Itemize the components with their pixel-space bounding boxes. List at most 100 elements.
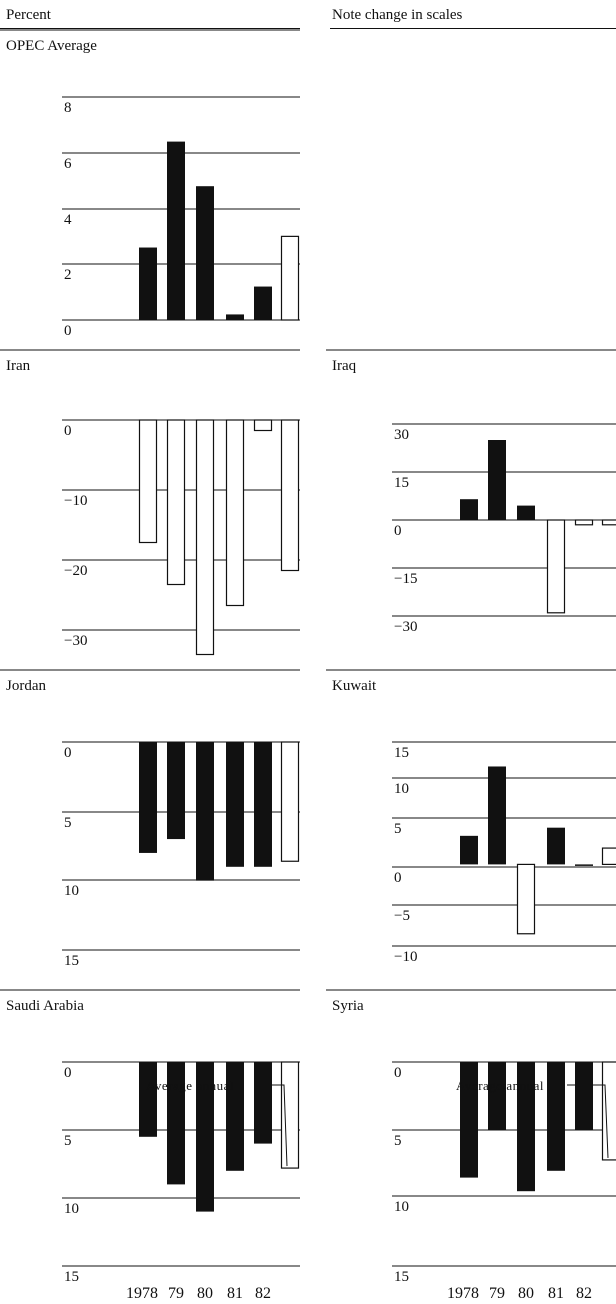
- y-tick-label-opec-average-1: 2: [64, 267, 72, 283]
- bar-iraq-80: [517, 505, 535, 520]
- x-tick-label-syria-2: 80: [518, 1285, 534, 1302]
- header-scale-note: Note change in scales: [332, 7, 463, 23]
- bar-kuwait-average-annual: [601, 847, 616, 866]
- bar-iraq-82: [574, 519, 594, 526]
- bar-iran-82: [253, 419, 273, 432]
- x-tick-label-syria-4: 82: [576, 1285, 592, 1302]
- x-tick-label-saudi-arabia-4: 82: [255, 1285, 271, 1302]
- y-tick-label-jordan-3: 15: [64, 953, 79, 969]
- y-tick-label-saudi-arabia-3: 15: [64, 1269, 79, 1285]
- y-tick-label-syria-1: 5: [394, 1133, 402, 1149]
- panel-title-opec-average: OPEC Average: [6, 38, 97, 54]
- y-tick-label-kuwait-3: 0: [394, 870, 402, 886]
- y-tick-label-saudi-arabia-2: 10: [64, 1201, 79, 1217]
- bar-kuwait-82: [575, 864, 593, 866]
- y-tick-label-jordan-0: 0: [64, 745, 72, 761]
- bar-saudi-arabia-82: [254, 1062, 272, 1144]
- average-annual-label-saudi-arabia: Average annual: [146, 1078, 234, 1093]
- bar-jordan-1978: [139, 742, 157, 853]
- bar-iraq-1978: [460, 499, 478, 520]
- y-tick-label-iran-0: 0: [64, 423, 72, 439]
- bar-iran-80: [195, 419, 215, 656]
- y-tick-label-kuwait-0: 15: [394, 745, 409, 761]
- y-tick-label-opec-average-2: 4: [64, 212, 72, 228]
- y-tick-label-kuwait-4: −5: [394, 908, 410, 924]
- bar-opec-average-82: [254, 286, 272, 320]
- bar-saudi-arabia-81: [226, 1062, 244, 1171]
- y-tick-label-saudi-arabia-1: 5: [64, 1133, 72, 1149]
- y-tick-label-iraq-3: −15: [394, 571, 417, 587]
- y-tick-label-jordan-2: 10: [64, 883, 79, 899]
- y-tick-label-syria-2: 10: [394, 1199, 409, 1215]
- y-tick-label-iran-1: −10: [64, 493, 87, 509]
- bar-jordan-81: [226, 742, 244, 867]
- bar-kuwait-80: [516, 863, 536, 935]
- x-tick-label-syria-1: 79: [489, 1285, 505, 1302]
- header-rule-left: [0, 28, 300, 29]
- panel-title-jordan: Jordan: [6, 678, 46, 694]
- panel-title-syria: Syria: [332, 998, 364, 1014]
- bar-iran-average-annual: [280, 419, 300, 572]
- x-tick-label-saudi-arabia-3: 81: [227, 1285, 243, 1302]
- x-tick-label-saudi-arabia-0: 1978: [126, 1285, 158, 1302]
- panel-title-saudi-arabia: Saudi Arabia: [6, 998, 84, 1014]
- y-tick-label-iraq-4: −30: [394, 619, 417, 635]
- bar-syria-80: [517, 1062, 535, 1192]
- y-tick-label-iraq-1: 15: [394, 475, 409, 491]
- average-annual-leader-saudi-arabia: [257, 1084, 288, 1167]
- y-tick-label-opec-average-3: 6: [64, 156, 72, 172]
- y-tick-label-iraq-2: 0: [394, 523, 402, 539]
- bar-jordan-80: [196, 742, 214, 881]
- bar-saudi-arabia-80: [196, 1062, 214, 1212]
- x-tick-label-syria-0: 1978: [447, 1285, 479, 1302]
- bar-opec-average-80: [196, 186, 214, 320]
- bar-opec-average-1978: [139, 247, 157, 320]
- bar-iran-1978: [138, 419, 158, 544]
- bar-syria-82: [575, 1062, 593, 1130]
- bar-syria-79: [488, 1062, 506, 1130]
- y-tick-label-opec-average-0: 0: [64, 323, 72, 339]
- y-tick-label-syria-3: 15: [394, 1269, 409, 1285]
- bar-saudi-arabia-average-annual: [280, 1061, 300, 1169]
- y-tick-label-jordan-1: 5: [64, 815, 72, 831]
- average-annual-label-syria: Average annual: [456, 1078, 544, 1093]
- bar-saudi-arabia-79: [167, 1062, 185, 1185]
- y-tick-label-iran-3: −30: [64, 633, 87, 649]
- bar-iran-79: [166, 419, 186, 586]
- bar-opec-average-average-annual: [280, 235, 300, 321]
- panel-title-kuwait: Kuwait: [332, 678, 377, 694]
- bar-opec-average-81: [226, 314, 244, 320]
- panel-title-iraq: Iraq: [332, 358, 357, 374]
- bar-syria-average-annual: [601, 1061, 616, 1161]
- bar-iraq-average-annual: [601, 519, 616, 526]
- bar-iraq-79: [488, 440, 506, 520]
- bar-syria-81: [547, 1062, 565, 1171]
- header-percent-label: Percent: [6, 7, 51, 23]
- header-rule-right: [330, 28, 616, 29]
- y-tick-label-kuwait-2: 5: [394, 821, 402, 837]
- y-tick-label-iran-2: −20: [64, 563, 87, 579]
- y-tick-label-kuwait-5: −10: [394, 949, 417, 965]
- bar-syria-1978: [460, 1062, 478, 1178]
- bar-kuwait-1978: [460, 835, 478, 865]
- bar-opec-average-79: [167, 141, 185, 320]
- bar-jordan-average-annual: [280, 741, 300, 862]
- y-tick-label-saudi-arabia-0: 0: [64, 1065, 72, 1081]
- x-tick-label-saudi-arabia-1: 79: [168, 1285, 184, 1302]
- bar-kuwait-79: [488, 766, 506, 865]
- y-tick-label-opec-average-4: 8: [64, 100, 72, 116]
- average-annual-leader-syria: [567, 1084, 609, 1158]
- bar-saudi-arabia-1978: [139, 1062, 157, 1137]
- bar-jordan-82: [254, 742, 272, 867]
- bar-jordan-79: [167, 742, 185, 840]
- panel-title-iran: Iran: [6, 358, 31, 374]
- y-tick-label-iraq-0: 30: [394, 427, 409, 443]
- x-tick-label-saudi-arabia-2: 80: [197, 1285, 213, 1302]
- bar-iraq-81: [546, 519, 566, 614]
- x-tick-label-syria-3: 81: [548, 1285, 564, 1302]
- y-tick-label-syria-0: 0: [394, 1065, 402, 1081]
- y-tick-label-kuwait-1: 10: [394, 781, 409, 797]
- bar-iran-81: [225, 419, 245, 607]
- bar-kuwait-81: [547, 827, 565, 865]
